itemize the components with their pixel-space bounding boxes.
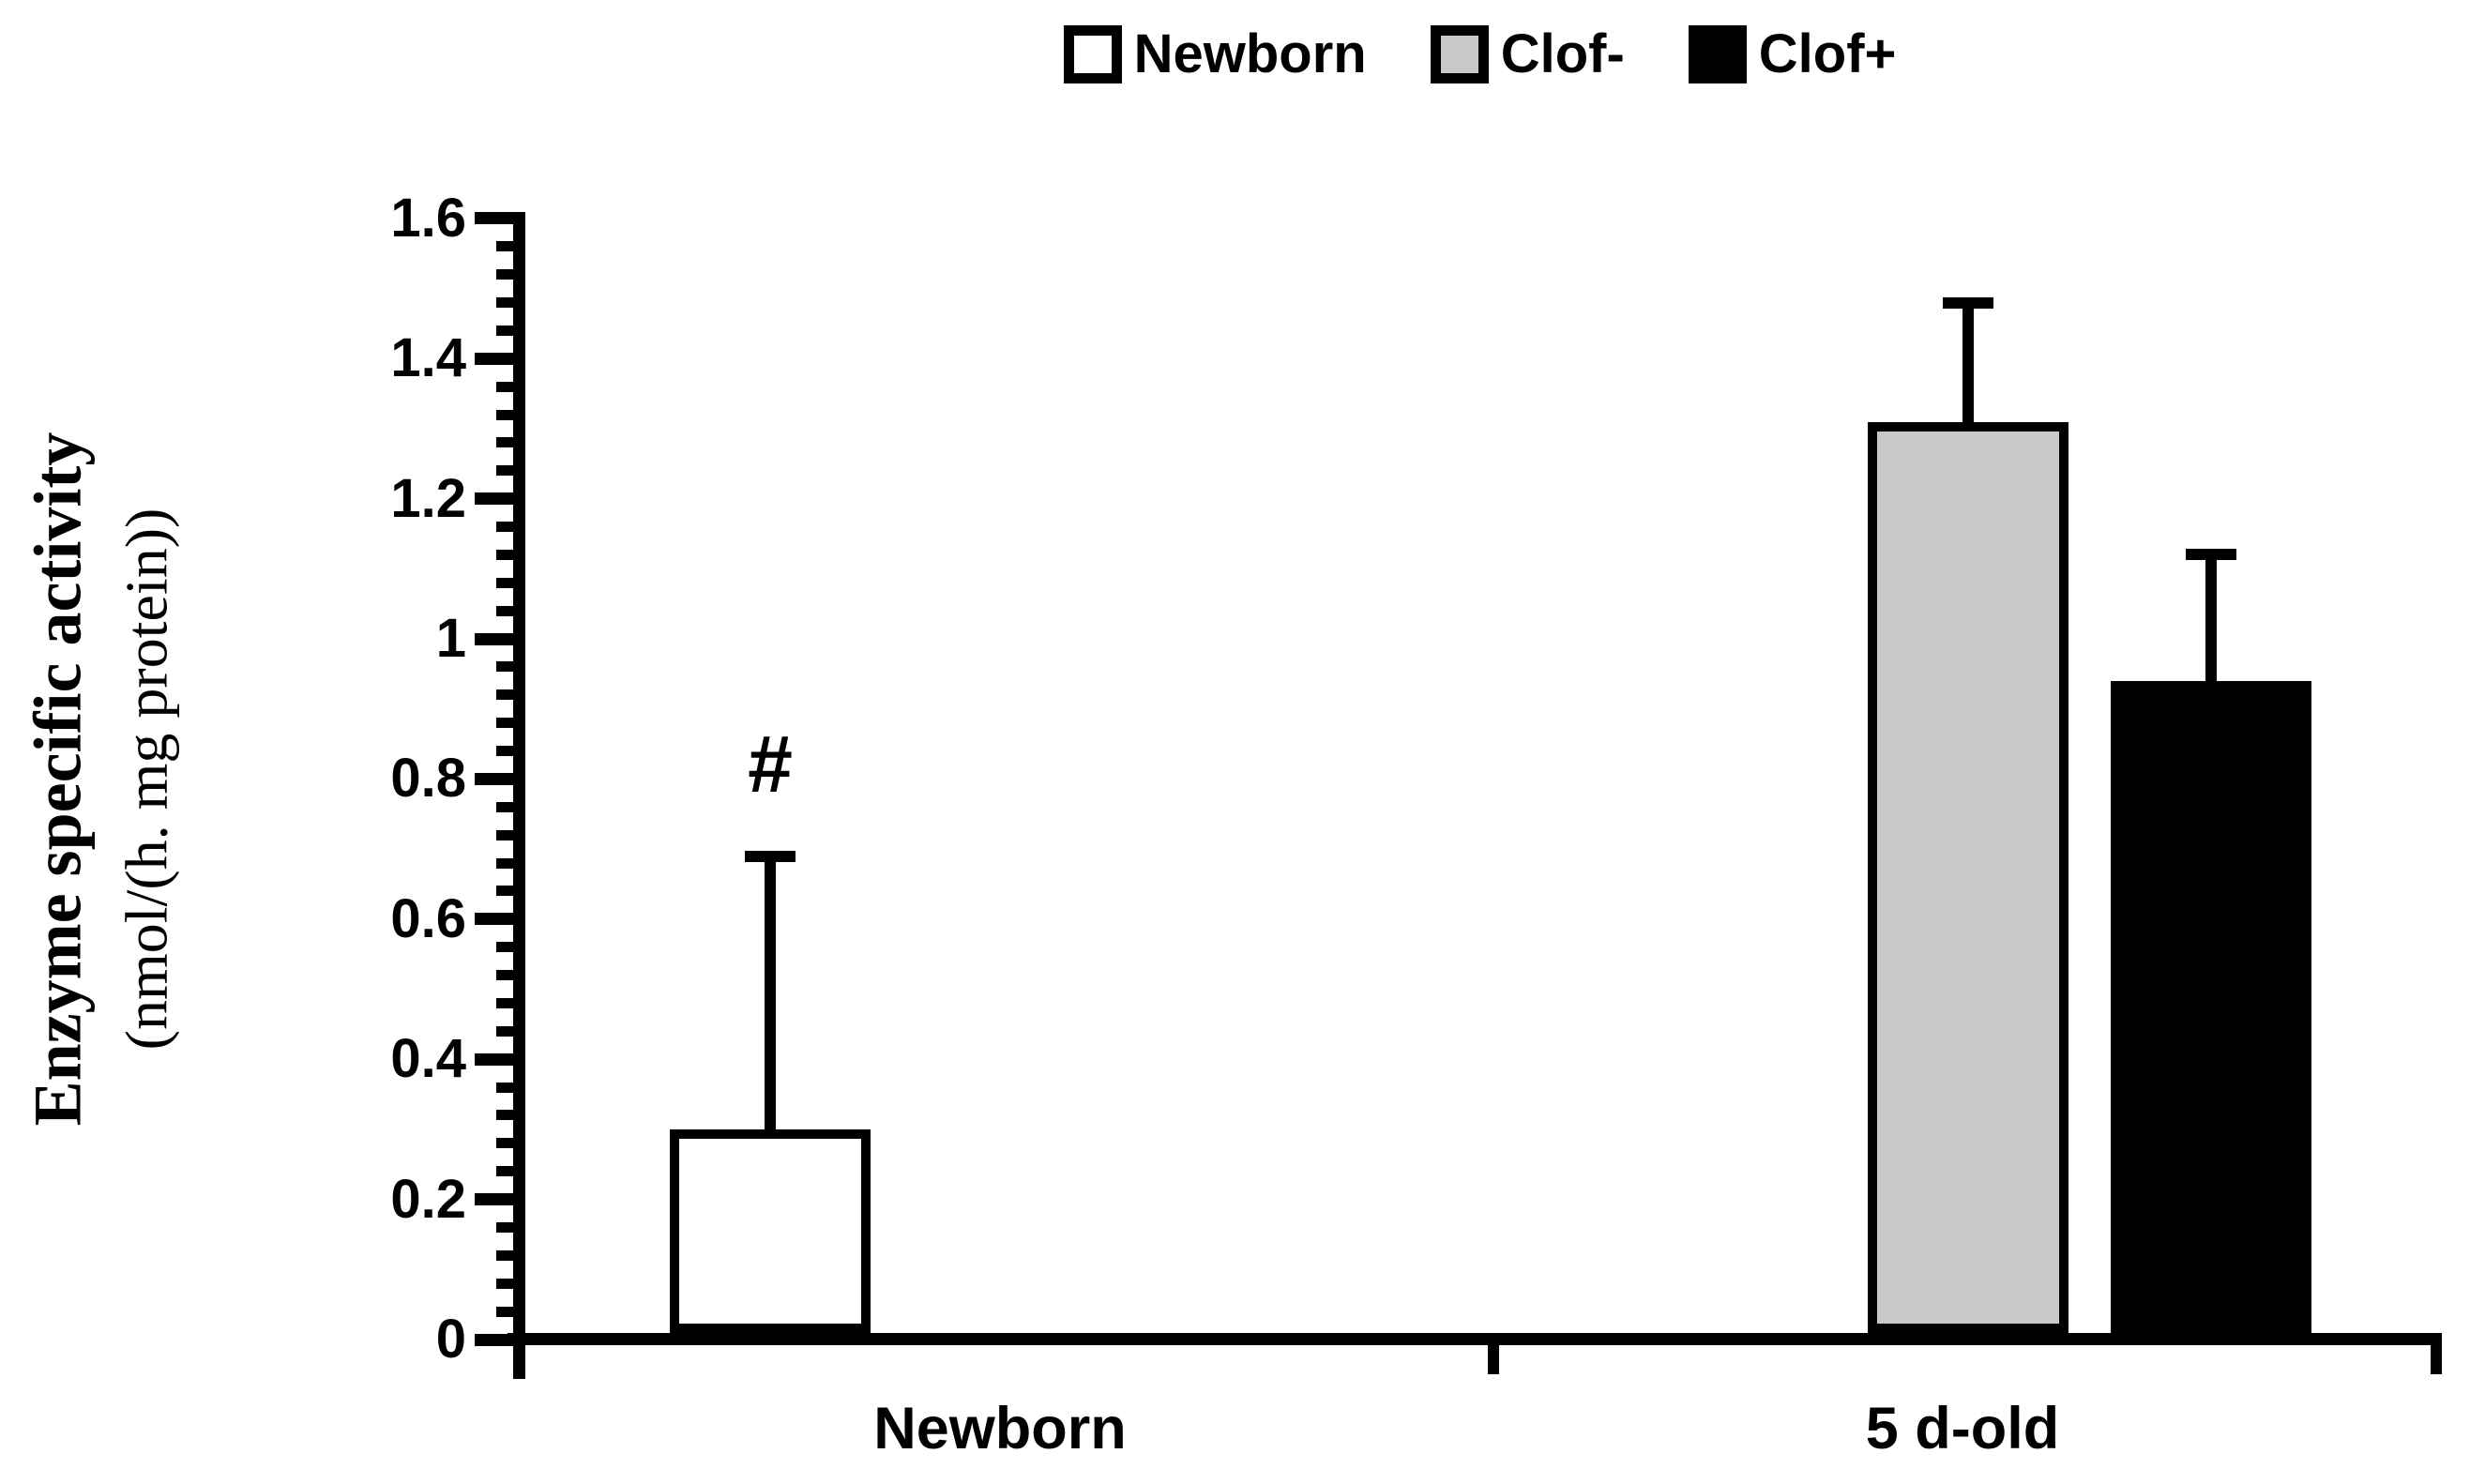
y-axis-minor-tick (496, 746, 525, 757)
y-axis-minor-tick (496, 886, 525, 897)
y-axis-major-tick (475, 772, 525, 785)
y-tick-label: 0 (435, 1309, 466, 1370)
y-axis-minor-tick (496, 437, 525, 448)
x-category-label-5dold: 5 d-old (1865, 1396, 2060, 1461)
y-axis-minor-tick (496, 1166, 525, 1177)
y-tick-label: 0.4 (390, 1028, 466, 1090)
chart-legend: Newborn Clof- Clof+ (516, 17, 2444, 92)
y-axis-minor-tick (496, 1221, 525, 1233)
y-tick-label: 0.6 (390, 887, 466, 949)
y-axis-minor-tick (496, 409, 525, 420)
y-axis-minor-tick (496, 577, 525, 588)
y-axis-minor-tick (496, 241, 525, 252)
y-axis-minor-tick (496, 269, 525, 280)
y-axis-major-tick (475, 352, 525, 365)
legend-label: Clof+ (1758, 23, 1897, 84)
y-axis-major-tick (475, 913, 525, 926)
error-bar-line (1962, 302, 1974, 422)
bar-clof-5dold (1868, 421, 2068, 1333)
legend-swatch-icon (1688, 25, 1747, 83)
y-axis-minor-tick (496, 689, 525, 701)
y-axis-minor-tick (496, 605, 525, 616)
y-axis-major-tick (475, 492, 525, 506)
bar-clof-5dold (2111, 680, 2311, 1333)
y-axis-minor-tick (496, 829, 525, 840)
y-axis-major-tick (475, 632, 525, 645)
y-axis-minor-tick (496, 997, 525, 1008)
y-axis-minor-tick (496, 1278, 525, 1289)
y-axis-minor-tick (496, 857, 525, 869)
y-axis-minor-tick (496, 718, 525, 729)
y-tick-label: 1.2 (390, 467, 466, 529)
error-bar-cap (1943, 296, 1993, 309)
y-axis-minor-tick (496, 1110, 525, 1121)
y-axis-title: Enzyme specific activity (nmol/(h. mg pr… (12, 170, 195, 1389)
y-axis-major-tick (475, 1333, 525, 1346)
y-axis-minor-tick (496, 325, 525, 336)
legend-item-newborn: Newborn (1063, 23, 1367, 84)
y-axis-minor-tick (496, 1138, 525, 1149)
y-tick-label: 0.2 (390, 1168, 466, 1230)
x-axis-divider-tick (1488, 1333, 1499, 1374)
y-axis-minor-tick (496, 297, 525, 309)
legend-item-clof: Clof- (1430, 23, 1625, 84)
y-axis-title-units: (nmol/(h. mg protein)) (113, 507, 180, 1051)
y-axis-major-tick (475, 1193, 525, 1206)
y-axis-minor-tick (496, 970, 525, 981)
y-tick-label: 0.8 (390, 748, 466, 810)
y-axis-minor-tick (496, 522, 525, 533)
y-axis-minor-tick (496, 801, 525, 812)
legend-swatch-icon (1430, 25, 1489, 83)
error-bar-cap (745, 850, 796, 862)
error-bar-line (765, 856, 776, 1129)
y-axis-minor-tick (496, 1025, 525, 1037)
legend-item-clof: Clof+ (1688, 23, 1897, 84)
legend-label: Newborn (1133, 23, 1367, 84)
y-tick-label: 1.6 (390, 187, 466, 249)
x-axis-end-tick (2431, 1333, 2442, 1374)
y-axis-minor-tick (496, 942, 525, 953)
x-category-label-newborn: Newborn (873, 1396, 1127, 1461)
y-axis-minor-tick (496, 1249, 525, 1261)
y-tick-label: 1 (435, 608, 466, 670)
y-axis-major-tick (475, 212, 525, 225)
y-axis-major-tick (475, 1052, 525, 1066)
y-axis-minor-tick (496, 381, 525, 392)
bar-newborn-newborn (670, 1128, 871, 1333)
error-bar-cap (2186, 549, 2236, 561)
y-tick-label: 1.4 (390, 327, 466, 389)
legend-label: Clof- (1500, 23, 1625, 84)
error-bar-line (2205, 554, 2217, 681)
y-axis-minor-tick (496, 661, 525, 673)
y-axis-title-line1: Enzyme specific activity (20, 432, 96, 1127)
x-axis-line (508, 1333, 2442, 1345)
y-axis-minor-tick (496, 1082, 525, 1093)
y-axis-minor-tick (496, 549, 525, 560)
y-axis-minor-tick (496, 465, 525, 477)
significance-annotation: # (748, 719, 793, 810)
legend-swatch-icon (1063, 25, 1122, 83)
y-axis-minor-tick (496, 1306, 525, 1317)
